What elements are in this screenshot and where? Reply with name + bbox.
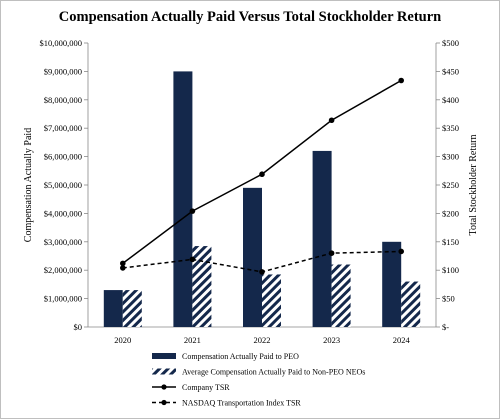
y2-tick-label: $- — [442, 322, 449, 332]
y-axis-title: Compensation Actually Paid — [23, 128, 34, 242]
company-tsr-point — [189, 208, 196, 214]
nasdaq-tsr-point — [259, 269, 265, 275]
legend-label: Compensation Actually Paid to PEO — [182, 352, 299, 361]
y2-tick-label: $400 — [442, 95, 459, 105]
legend-marker — [161, 399, 167, 406]
y-tick-label: $4,000,000 — [44, 208, 82, 218]
y-tick-label: $2,000,000 — [44, 265, 82, 275]
nasdaq-tsr-point — [120, 265, 126, 271]
nasdaq-tsr-point — [328, 250, 335, 256]
y2-tick-label: $150 — [442, 237, 459, 247]
x-tick-label: 2023 — [323, 335, 340, 345]
x-tick-label: 2021 — [184, 335, 201, 345]
legend-label: Company TSR — [182, 383, 230, 392]
x-tick-label: 2024 — [393, 335, 411, 345]
y2-tick-label: $300 — [442, 152, 459, 162]
peo-bar — [103, 290, 123, 327]
peo-bar — [243, 187, 262, 327]
legend-label: NASDAQ Transportation Index TSR — [182, 399, 301, 408]
legend-label: Average Compensation Actually Paid to No… — [182, 368, 365, 377]
y2-tick-label: $100 — [442, 265, 459, 275]
y2-axis-title: Total Stockholder Return — [468, 135, 479, 236]
peo-bar — [382, 241, 402, 327]
company-tsr-point — [328, 117, 335, 124]
company-tsr-point — [259, 171, 265, 178]
y2-tick-label: $450 — [442, 66, 459, 76]
y-tick-label: $3,000,000 — [44, 237, 82, 247]
peo-bar — [173, 71, 193, 328]
y2-tick-label: $500 — [442, 38, 459, 48]
y2-tick-label: $50 — [442, 294, 455, 304]
peo-bar — [312, 150, 332, 327]
y-tick-label: $1,000,000 — [44, 294, 82, 304]
y2-tick-label: $200 — [442, 208, 459, 218]
y-tick-label: $6,000,000 — [44, 152, 82, 162]
nasdaq-tsr-point — [398, 248, 405, 255]
legend-swatch-peo — [152, 353, 176, 359]
neo-bar — [331, 264, 351, 327]
y-tick-label: $5,000,000 — [44, 180, 82, 190]
legend-marker — [161, 384, 167, 390]
neo-bar — [401, 281, 421, 327]
y-tick-label: $0 — [74, 322, 83, 332]
y2-tick-label: $350 — [442, 123, 459, 133]
x-tick-label: 2020 — [114, 335, 131, 345]
y-tick-label: $8,000,000 — [44, 95, 82, 105]
y-tick-label: $9,000,000 — [44, 66, 82, 76]
y-tick-label: $10,000,000 — [40, 38, 83, 48]
neo-bar — [192, 246, 212, 327]
company-tsr-point — [120, 260, 126, 267]
x-tick-label: 2022 — [254, 335, 271, 345]
company-tsr-point — [398, 77, 405, 84]
neo-bar — [262, 274, 281, 327]
chart-title: Compensation Actually Paid Versus Total … — [58, 9, 442, 25]
y2-tick-label: $250 — [442, 180, 459, 190]
legend-swatch-neo — [152, 368, 176, 375]
neo-bar — [122, 290, 142, 327]
nasdaq-tsr-point — [189, 256, 196, 263]
y-tick-label: $7,000,000 — [44, 123, 82, 133]
